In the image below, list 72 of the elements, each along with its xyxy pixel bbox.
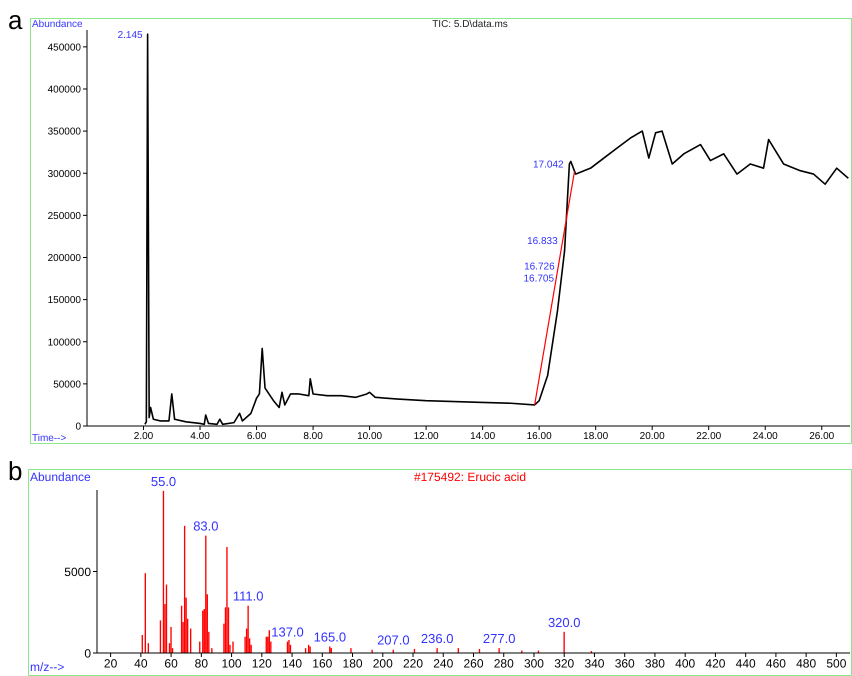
annotation: 165.0 xyxy=(314,629,346,644)
y-axis-title: Abundance xyxy=(32,19,83,30)
x-tick-label: 360 xyxy=(614,656,636,671)
x-tick-label: 40 xyxy=(134,656,148,671)
y-tick-label: 250000 xyxy=(48,210,82,222)
x-tick-label: 22.00 xyxy=(696,431,722,442)
annotation: 55.0 xyxy=(150,474,176,489)
y-tick-label: 400000 xyxy=(48,84,82,96)
x-tick-label: 140 xyxy=(282,656,302,671)
x-tick-label: 400 xyxy=(675,656,696,671)
x-tick-label: 80 xyxy=(194,656,208,671)
x-tick-label: 24.00 xyxy=(752,431,778,442)
x-tick-label: 180 xyxy=(342,656,363,671)
x-tick-label: 20.00 xyxy=(640,431,666,442)
x-tick-label: 12.00 xyxy=(414,431,440,442)
annotation: 2.145 xyxy=(118,30,144,41)
x-tick-label: 160 xyxy=(312,656,333,671)
x-tick-label: 6.00 xyxy=(246,431,267,442)
annotation: 83.0 xyxy=(193,518,219,534)
text: a xyxy=(8,5,22,35)
x-tick-label: 480 xyxy=(796,656,816,671)
x-tick-label: 500 xyxy=(826,656,847,671)
annotation: 277.0 xyxy=(482,631,516,646)
x-tick-label: 220 xyxy=(403,656,424,671)
chart-title: TIC: 5.D\data.ms xyxy=(431,19,509,30)
annotation: 137.0 xyxy=(271,624,304,640)
x-tick-label: 2.00 xyxy=(134,431,154,442)
x-tick-label: 18.00 xyxy=(583,431,609,442)
x-tick-label: 100 xyxy=(222,656,242,671)
annotation: 16.833 xyxy=(527,236,558,248)
x-tick-label: 16.00 xyxy=(526,431,552,442)
x-tick-label: 380 xyxy=(644,656,666,671)
x-tick-label: 340 xyxy=(584,656,605,671)
x-tick-label: 320 xyxy=(554,656,575,671)
y-tick-label: 50000 xyxy=(53,379,82,390)
text: b xyxy=(8,456,22,486)
x-tick-label: 14.00 xyxy=(470,431,496,442)
x-axis-title: m/z--> xyxy=(30,660,64,674)
y-tick-label: 200000 xyxy=(48,253,82,264)
y-tick-label: 5000 xyxy=(64,564,92,579)
chart-title: #175492: Erucic acid xyxy=(412,470,528,484)
annotation: 320.0 xyxy=(548,614,580,630)
y-tick-label: 350000 xyxy=(48,126,82,138)
x-tick-label: 120 xyxy=(252,656,272,671)
x-tick-label: 10.00 xyxy=(357,431,383,442)
y-tick-label: 0 xyxy=(84,646,92,660)
x-tick-label: 440 xyxy=(736,656,756,671)
annotation: 236.0 xyxy=(420,631,454,646)
x-tick-label: 26.00 xyxy=(809,431,835,442)
x-tick-label: 60 xyxy=(164,656,178,671)
x-axis-title: Time--> xyxy=(32,433,66,444)
annotation: 16.705 xyxy=(523,273,554,284)
x-tick-label: 4.00 xyxy=(190,431,210,442)
annotation: 207.0 xyxy=(377,632,410,648)
annotation: 111.0 xyxy=(232,588,264,604)
x-tick-label: 420 xyxy=(705,656,726,671)
x-tick-label: 240 xyxy=(433,656,454,671)
annotation: 17.042 xyxy=(533,160,564,171)
x-tick-label: 260 xyxy=(463,656,484,671)
x-tick-label: 460 xyxy=(766,656,786,671)
x-tick-label: 8.00 xyxy=(303,431,324,442)
y-tick-label: 300000 xyxy=(48,168,82,180)
x-tick-label: 20 xyxy=(104,656,118,671)
annotation: 16.726 xyxy=(524,261,556,272)
y-tick-label: 0 xyxy=(75,422,82,433)
y-axis-title: Abundance xyxy=(30,470,91,484)
y-tick-label: 100000 xyxy=(48,337,82,348)
y-tick-label: 150000 xyxy=(48,295,82,306)
x-tick-label: 280 xyxy=(494,656,514,671)
y-tick-label: 450000 xyxy=(48,42,82,54)
x-tick-label: 300 xyxy=(524,656,544,671)
x-tick-label: 200 xyxy=(372,656,394,671)
